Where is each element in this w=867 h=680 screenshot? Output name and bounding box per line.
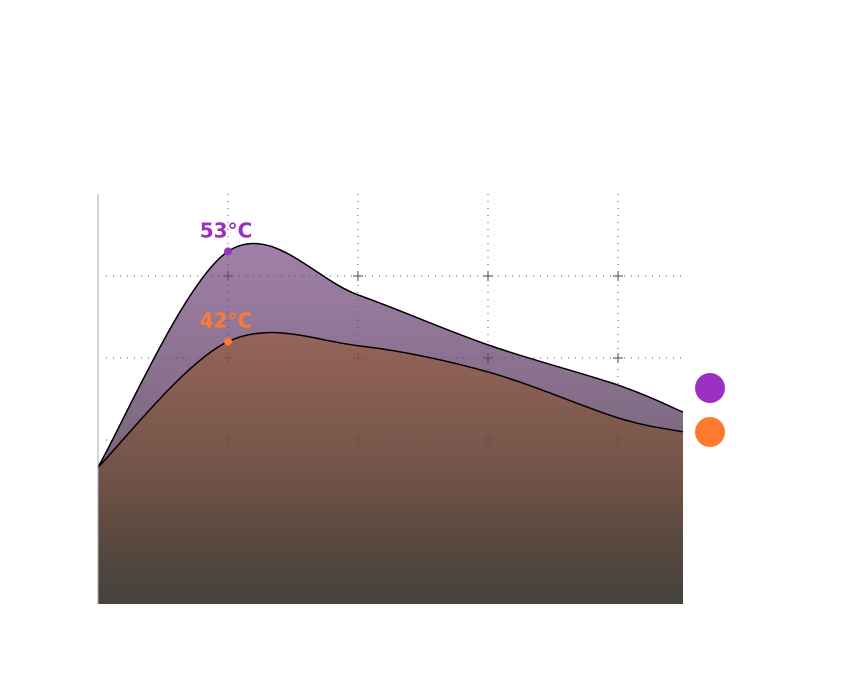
- grid-cross: [613, 271, 623, 281]
- point: [224, 247, 232, 256]
- legend-marker: [695, 373, 725, 403]
- areas: [97, 242, 684, 604]
- grid-cross: [353, 271, 363, 281]
- area-line: [97, 331, 684, 468]
- area-shade: [98, 332, 683, 604]
- grid-cross: [613, 353, 623, 363]
- area-line: [97, 242, 684, 468]
- value-label: 42°C: [200, 309, 253, 333]
- value-label: 53°C: [200, 218, 253, 242]
- point: [224, 337, 232, 346]
- legend-marker: [695, 417, 725, 447]
- labels: 53°C 42°C: [200, 218, 253, 346]
- grid-cross: [483, 271, 493, 281]
- legend: [695, 373, 725, 447]
